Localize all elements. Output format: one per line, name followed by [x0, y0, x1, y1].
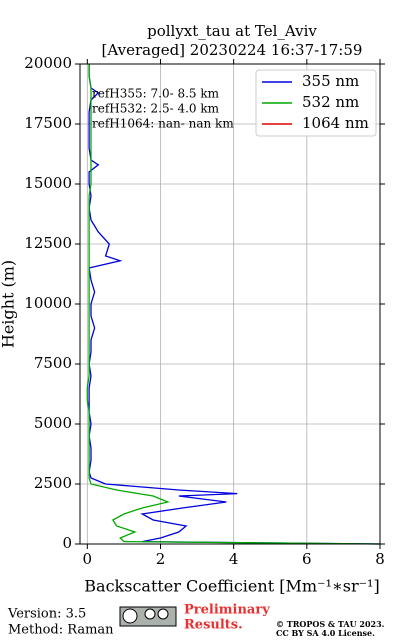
notice-text: Preliminary — [184, 603, 270, 618]
profile-line — [88, 64, 381, 545]
y-tick-label: 17500 — [24, 114, 72, 132]
copyright-text: © TROPOS & TAU 2023. — [276, 619, 385, 629]
y-tick-label: 10000 — [24, 294, 72, 312]
legend-label: 532 nm — [302, 93, 359, 111]
x-tick-label: 2 — [156, 550, 166, 568]
x-tick-label: 0 — [83, 550, 93, 568]
version-text: Version: 3.5 — [7, 607, 86, 622]
y-tick-label: 0 — [62, 534, 72, 552]
y-tick-label: 5000 — [34, 414, 72, 432]
cc-logo — [119, 606, 177, 627]
profile-line — [86, 64, 381, 545]
y-tick-label: 2500 — [34, 474, 72, 492]
notice-text: Results. — [184, 618, 243, 633]
x-tick-label: 8 — [375, 550, 385, 568]
x-tick-label: 6 — [302, 550, 312, 568]
annotation: refH1064: nan- nan km — [92, 117, 234, 131]
legend-box — [255, 69, 377, 137]
x-tick-label: 4 — [229, 550, 239, 568]
legend-label: 355 nm — [302, 72, 359, 90]
plot-frame — [79, 63, 381, 545]
chart-title: pollyxt_tau at Tel_Aviv — [147, 22, 317, 40]
legend-label: 1064 nm — [302, 114, 369, 132]
annotation: refH355: 7.0- 8.5 km — [92, 87, 220, 101]
y-tick-label: 12500 — [24, 234, 72, 252]
annotation: refH532: 2.5- 4.0 km — [92, 102, 220, 116]
y-tick-label: 15000 — [24, 174, 72, 192]
copyright-text: CC BY SA 4.0 License. — [276, 628, 375, 638]
x-axis-label: Backscatter Coefficient [Mm⁻¹∗sr⁻¹] — [84, 577, 379, 596]
y-tick-label: 20000 — [24, 54, 72, 72]
method-text: Method: Raman — [8, 623, 114, 638]
y-axis-label: Height (m) — [0, 260, 18, 348]
chart-subtitle: [Averaged] 20230224 16:37-17:59 — [102, 41, 363, 59]
y-tick-label: 7500 — [34, 354, 72, 372]
